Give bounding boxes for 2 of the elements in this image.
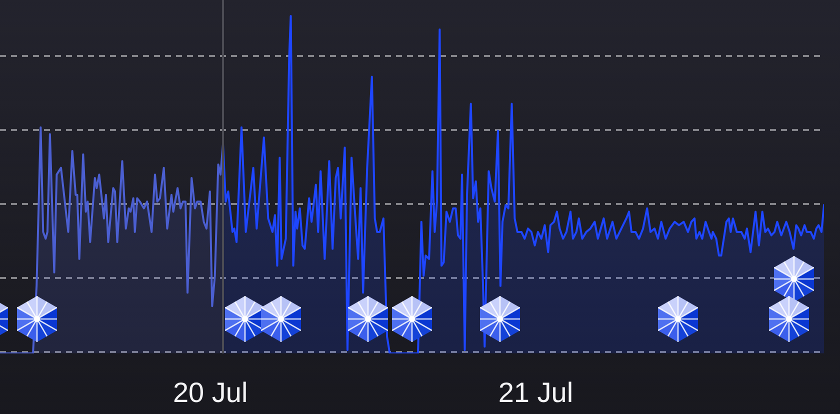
x-tick-label: 20 Jul xyxy=(172,376,248,408)
x-tick-label: 21 Jul xyxy=(498,376,574,408)
